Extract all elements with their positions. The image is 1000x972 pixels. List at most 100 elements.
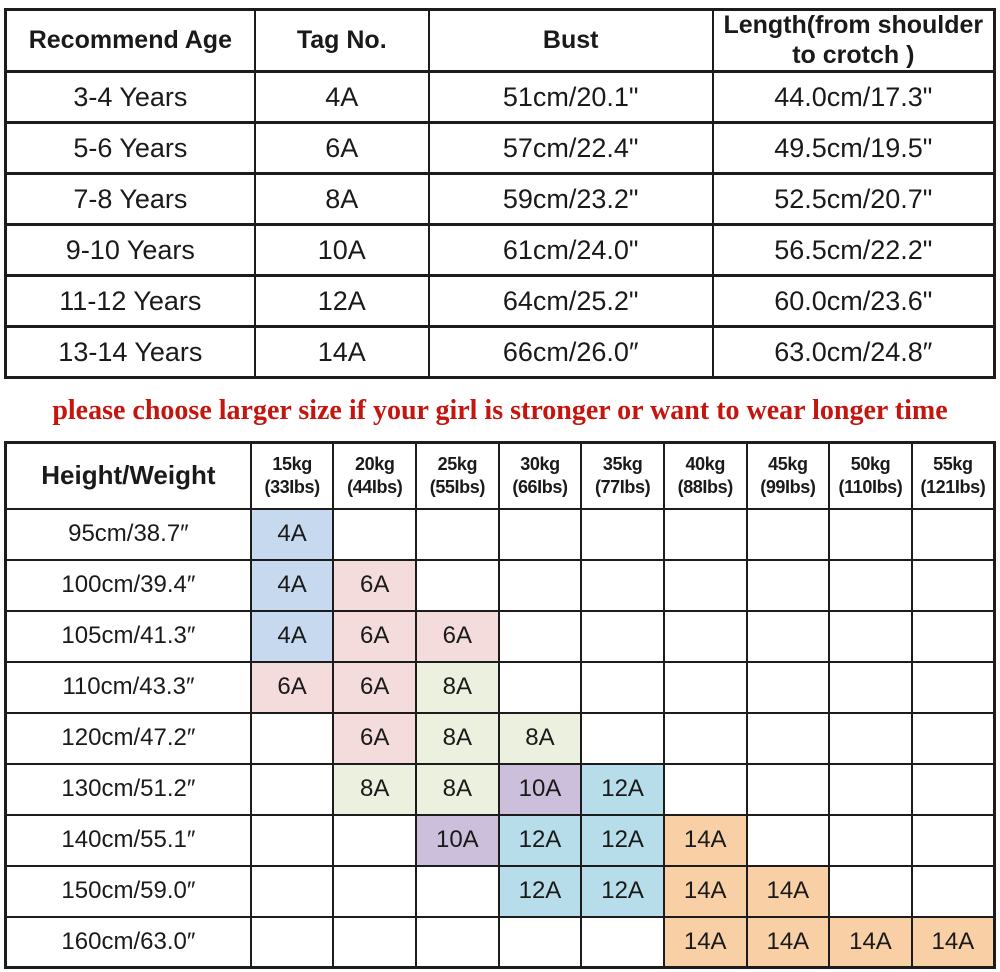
size-tag-cell: 6A (249, 660, 335, 714)
age-table-header: Recommend Age (4, 8, 256, 73)
height-label: 130cm/51.2″ (4, 762, 252, 816)
empty-cell (580, 711, 665, 765)
age-cell: 13-14 Years (4, 325, 256, 379)
age-table-row: 7-8 Years 8A 59cm/23.2" 52.5cm/20.7" (4, 172, 996, 226)
size-tag-cell: 10A (497, 762, 583, 816)
size-tag-cell: 8A (415, 660, 500, 714)
age-cell: 3-4 Years (4, 70, 256, 124)
empty-cell (828, 507, 913, 561)
size-tag-cell: 12A (497, 864, 583, 918)
height-weight-table: Height/Weight 15kg (33Ibs) 20kg (44Ibs) 25kg(… (4, 441, 996, 969)
empty-cell (910, 762, 996, 816)
empty-cell (580, 609, 665, 663)
bust-cell: 51cm/20.1" (427, 70, 714, 124)
empty-cell (745, 711, 831, 765)
matrix-row: 130cm/51.2″ 8A 8A 10A 12A (4, 762, 996, 816)
weight-lbs-label: (44Ibs) (347, 476, 403, 497)
size-tag-cell: 14A (745, 864, 831, 918)
matrix-row: 150cm/59.0″ 12A 12A 14A 14A (4, 864, 996, 918)
length-cell: 49.5cm/19.5" (711, 121, 996, 175)
weight-header: 35kg (77Ibs) (580, 441, 665, 510)
empty-cell (662, 711, 748, 765)
length-cell: 44.0cm/17.3" (711, 70, 996, 124)
weight-kg-label: 20kg (354, 454, 395, 475)
age-size-table-header-row: Recommend Age Tag No. Bust Length(from shou… (4, 8, 996, 73)
empty-cell (415, 915, 500, 969)
empty-cell (497, 660, 583, 714)
weight-kg-label: 50kg (850, 454, 891, 475)
size-tag-cell: 12A (580, 762, 665, 816)
weight-lbs-label: (66Ibs) (512, 476, 568, 497)
size-tag-cell: 6A (415, 609, 500, 663)
empty-cell (662, 660, 748, 714)
age-cell: 7-8 Years (4, 172, 256, 226)
weight-kg-label: 15kg (272, 454, 312, 475)
matrix-row: 100cm/39.4″ 4A 6A (4, 558, 996, 612)
weight-lbs-label: (121Ibs) (920, 476, 986, 497)
weight-header: 45kg (99Ibs) (745, 441, 831, 510)
empty-cell (828, 609, 913, 663)
tag-cell: 12A (253, 274, 430, 328)
bust-cell: 59cm/23.2" (427, 172, 714, 226)
age-table-row: 3-4 Years 4A 51cm/20.1" 44.0cm/17.3" (4, 70, 996, 124)
size-tag-cell: 12A (497, 813, 583, 867)
height-label: 110cm/43.3″ (4, 660, 252, 714)
empty-cell (662, 558, 748, 612)
size-tag-cell: 8A (332, 762, 418, 816)
empty-cell (910, 609, 996, 663)
height-label: 150cm/59.0″ (4, 864, 252, 918)
bust-cell: 66cm/26.0″ (427, 325, 714, 379)
empty-cell (910, 507, 996, 561)
weight-lbs-label: (88Ibs) (677, 476, 734, 497)
age-cell: 9-10 Years (4, 223, 256, 277)
tag-cell: 8A (253, 172, 430, 226)
empty-cell (828, 558, 913, 612)
height-label: 95cm/38.7″ (4, 507, 252, 561)
weight-header: 40kg (88Ibs) (662, 441, 748, 510)
height-weight-corner-header: Height/Weight (4, 441, 252, 510)
weight-kg-label: 30kg (520, 454, 560, 475)
length-cell: 60.0cm/23.6" (711, 274, 996, 328)
empty-cell (745, 762, 831, 816)
height-label: 100cm/39.4″ (4, 558, 252, 612)
tag-cell: 6A (253, 121, 430, 175)
weight-header: 15kg (33Ibs) (249, 441, 335, 510)
size-tag-cell: 10A (415, 813, 500, 867)
weight-lbs-label: (77Ibs) (594, 476, 651, 497)
size-tag-cell: 6A (332, 660, 418, 714)
weight-header: 30kg (66Ibs) (497, 441, 583, 510)
empty-cell (745, 507, 831, 561)
size-tag-cell: 8A (497, 711, 583, 765)
empty-cell (497, 507, 583, 561)
empty-cell (332, 864, 418, 918)
weight-lbs-label: (33Ibs) (264, 476, 320, 497)
length-cell: 56.5cm/22.2" (711, 223, 996, 277)
age-table-row: 5-6 Years 6A 57cm/22.4" 49.5cm/19.5" (4, 121, 996, 175)
empty-cell (332, 507, 418, 561)
empty-cell (662, 507, 748, 561)
empty-cell (580, 660, 665, 714)
tag-cell: 10A (253, 223, 430, 277)
empty-cell (580, 507, 665, 561)
size-tag-cell: 14A (662, 813, 748, 867)
age-table-header: Tag No. (253, 8, 430, 73)
weight-kg-label: 40kg (685, 454, 725, 475)
empty-cell (745, 609, 831, 663)
matrix-row: 105cm/41.3″ 4A 6A 6A (4, 609, 996, 663)
empty-cell (580, 915, 665, 969)
empty-cell (497, 558, 583, 612)
weight-lbs-label: (55Ibs) (429, 476, 486, 497)
size-tag-cell: 8A (415, 762, 500, 816)
bust-cell: 64cm/25.2" (427, 274, 714, 328)
age-cell: 5-6 Years (4, 121, 256, 175)
empty-cell (580, 558, 665, 612)
size-tag-cell: 14A (910, 915, 996, 969)
weight-kg-label: 55kg (933, 454, 973, 475)
height-label: 120cm/47.2″ (4, 711, 252, 765)
age-size-table: Recommend Age Tag No. Bust Length(from shou… (4, 8, 996, 379)
tag-cell: 14A (253, 325, 430, 379)
empty-cell (249, 915, 335, 969)
empty-cell (497, 609, 583, 663)
weight-kg-label: 25kg (437, 454, 478, 475)
weight-kg-label: 45kg (768, 454, 808, 475)
